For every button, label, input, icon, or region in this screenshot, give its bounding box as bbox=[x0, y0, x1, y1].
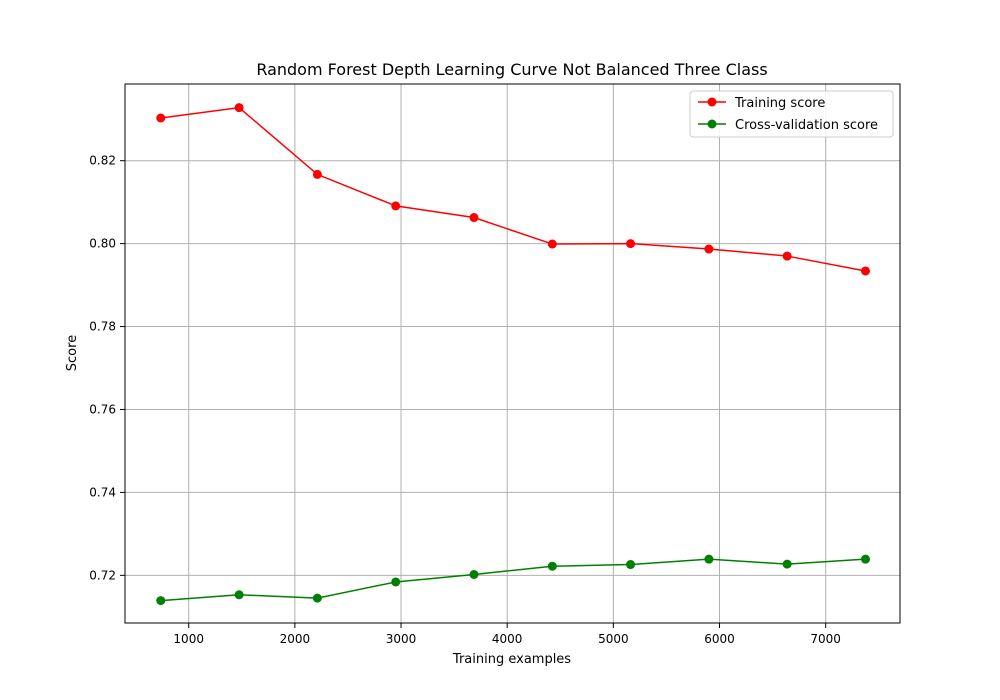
plot-frame bbox=[124, 83, 901, 624]
series-line-cross-validation-score bbox=[160, 558, 866, 602]
data-point-cross-validation-score bbox=[469, 569, 479, 579]
data-point-training-score bbox=[626, 239, 636, 249]
y-tick-label: 0.78 bbox=[89, 320, 116, 334]
data-point-training-score bbox=[234, 103, 244, 113]
y-tick-label: 0.74 bbox=[89, 485, 116, 499]
data-point-cross-validation-score bbox=[704, 554, 714, 564]
series-layer bbox=[156, 103, 870, 606]
x-tick-label: 3000 bbox=[386, 632, 417, 646]
data-point-cross-validation-score bbox=[547, 561, 557, 571]
data-point-cross-validation-score bbox=[312, 593, 322, 603]
x-tick-label: 7000 bbox=[810, 632, 841, 646]
x-tick-label: 4000 bbox=[492, 632, 523, 646]
y-axis: 0.72 0.74 0.76 0.78 0.80 0.82 bbox=[89, 154, 125, 582]
x-tick-label: 6000 bbox=[704, 632, 735, 646]
chart-title: Random Forest Depth Learning Curve Not B… bbox=[256, 60, 767, 79]
data-point-training-score bbox=[860, 266, 870, 276]
data-point-cross-validation-score bbox=[391, 577, 401, 587]
legend-marker-training bbox=[707, 97, 717, 107]
data-point-cross-validation-score bbox=[860, 554, 870, 564]
y-tick-label: 0.80 bbox=[89, 237, 116, 251]
data-point-training-score bbox=[312, 169, 322, 179]
data-point-training-score bbox=[391, 201, 401, 211]
data-point-training-score bbox=[156, 113, 166, 123]
x-axis-label: Training examples bbox=[452, 652, 571, 667]
data-point-training-score bbox=[469, 213, 479, 223]
x-tick-label: 1000 bbox=[173, 632, 204, 646]
y-tick-label: 0.72 bbox=[89, 568, 116, 582]
x-axis: 1000 2000 3000 4000 5000 6000 7000 bbox=[173, 623, 841, 646]
legend-marker-cross-validation bbox=[707, 119, 717, 129]
x-tick-label: 5000 bbox=[598, 632, 629, 646]
data-point-cross-validation-score bbox=[234, 590, 244, 600]
data-point-training-score bbox=[704, 244, 714, 254]
legend-label-cross-validation: Cross-validation score bbox=[735, 118, 878, 133]
data-point-cross-validation-score bbox=[156, 596, 166, 606]
data-point-training-score bbox=[547, 239, 557, 249]
legend-label-training: Training score bbox=[734, 96, 825, 111]
series-line-training-score bbox=[160, 106, 866, 272]
x-tick-label: 2000 bbox=[280, 632, 311, 646]
y-tick-label: 0.76 bbox=[89, 402, 116, 416]
legend-box bbox=[689, 90, 894, 138]
y-axis-label: Score bbox=[65, 335, 80, 371]
grid bbox=[125, 84, 900, 623]
data-point-training-score bbox=[782, 251, 792, 261]
data-point-cross-validation-score bbox=[782, 559, 792, 569]
data-point-cross-validation-score bbox=[626, 560, 636, 570]
y-tick-label: 0.82 bbox=[89, 154, 116, 168]
legend: Training score Cross-validation score bbox=[689, 90, 894, 138]
